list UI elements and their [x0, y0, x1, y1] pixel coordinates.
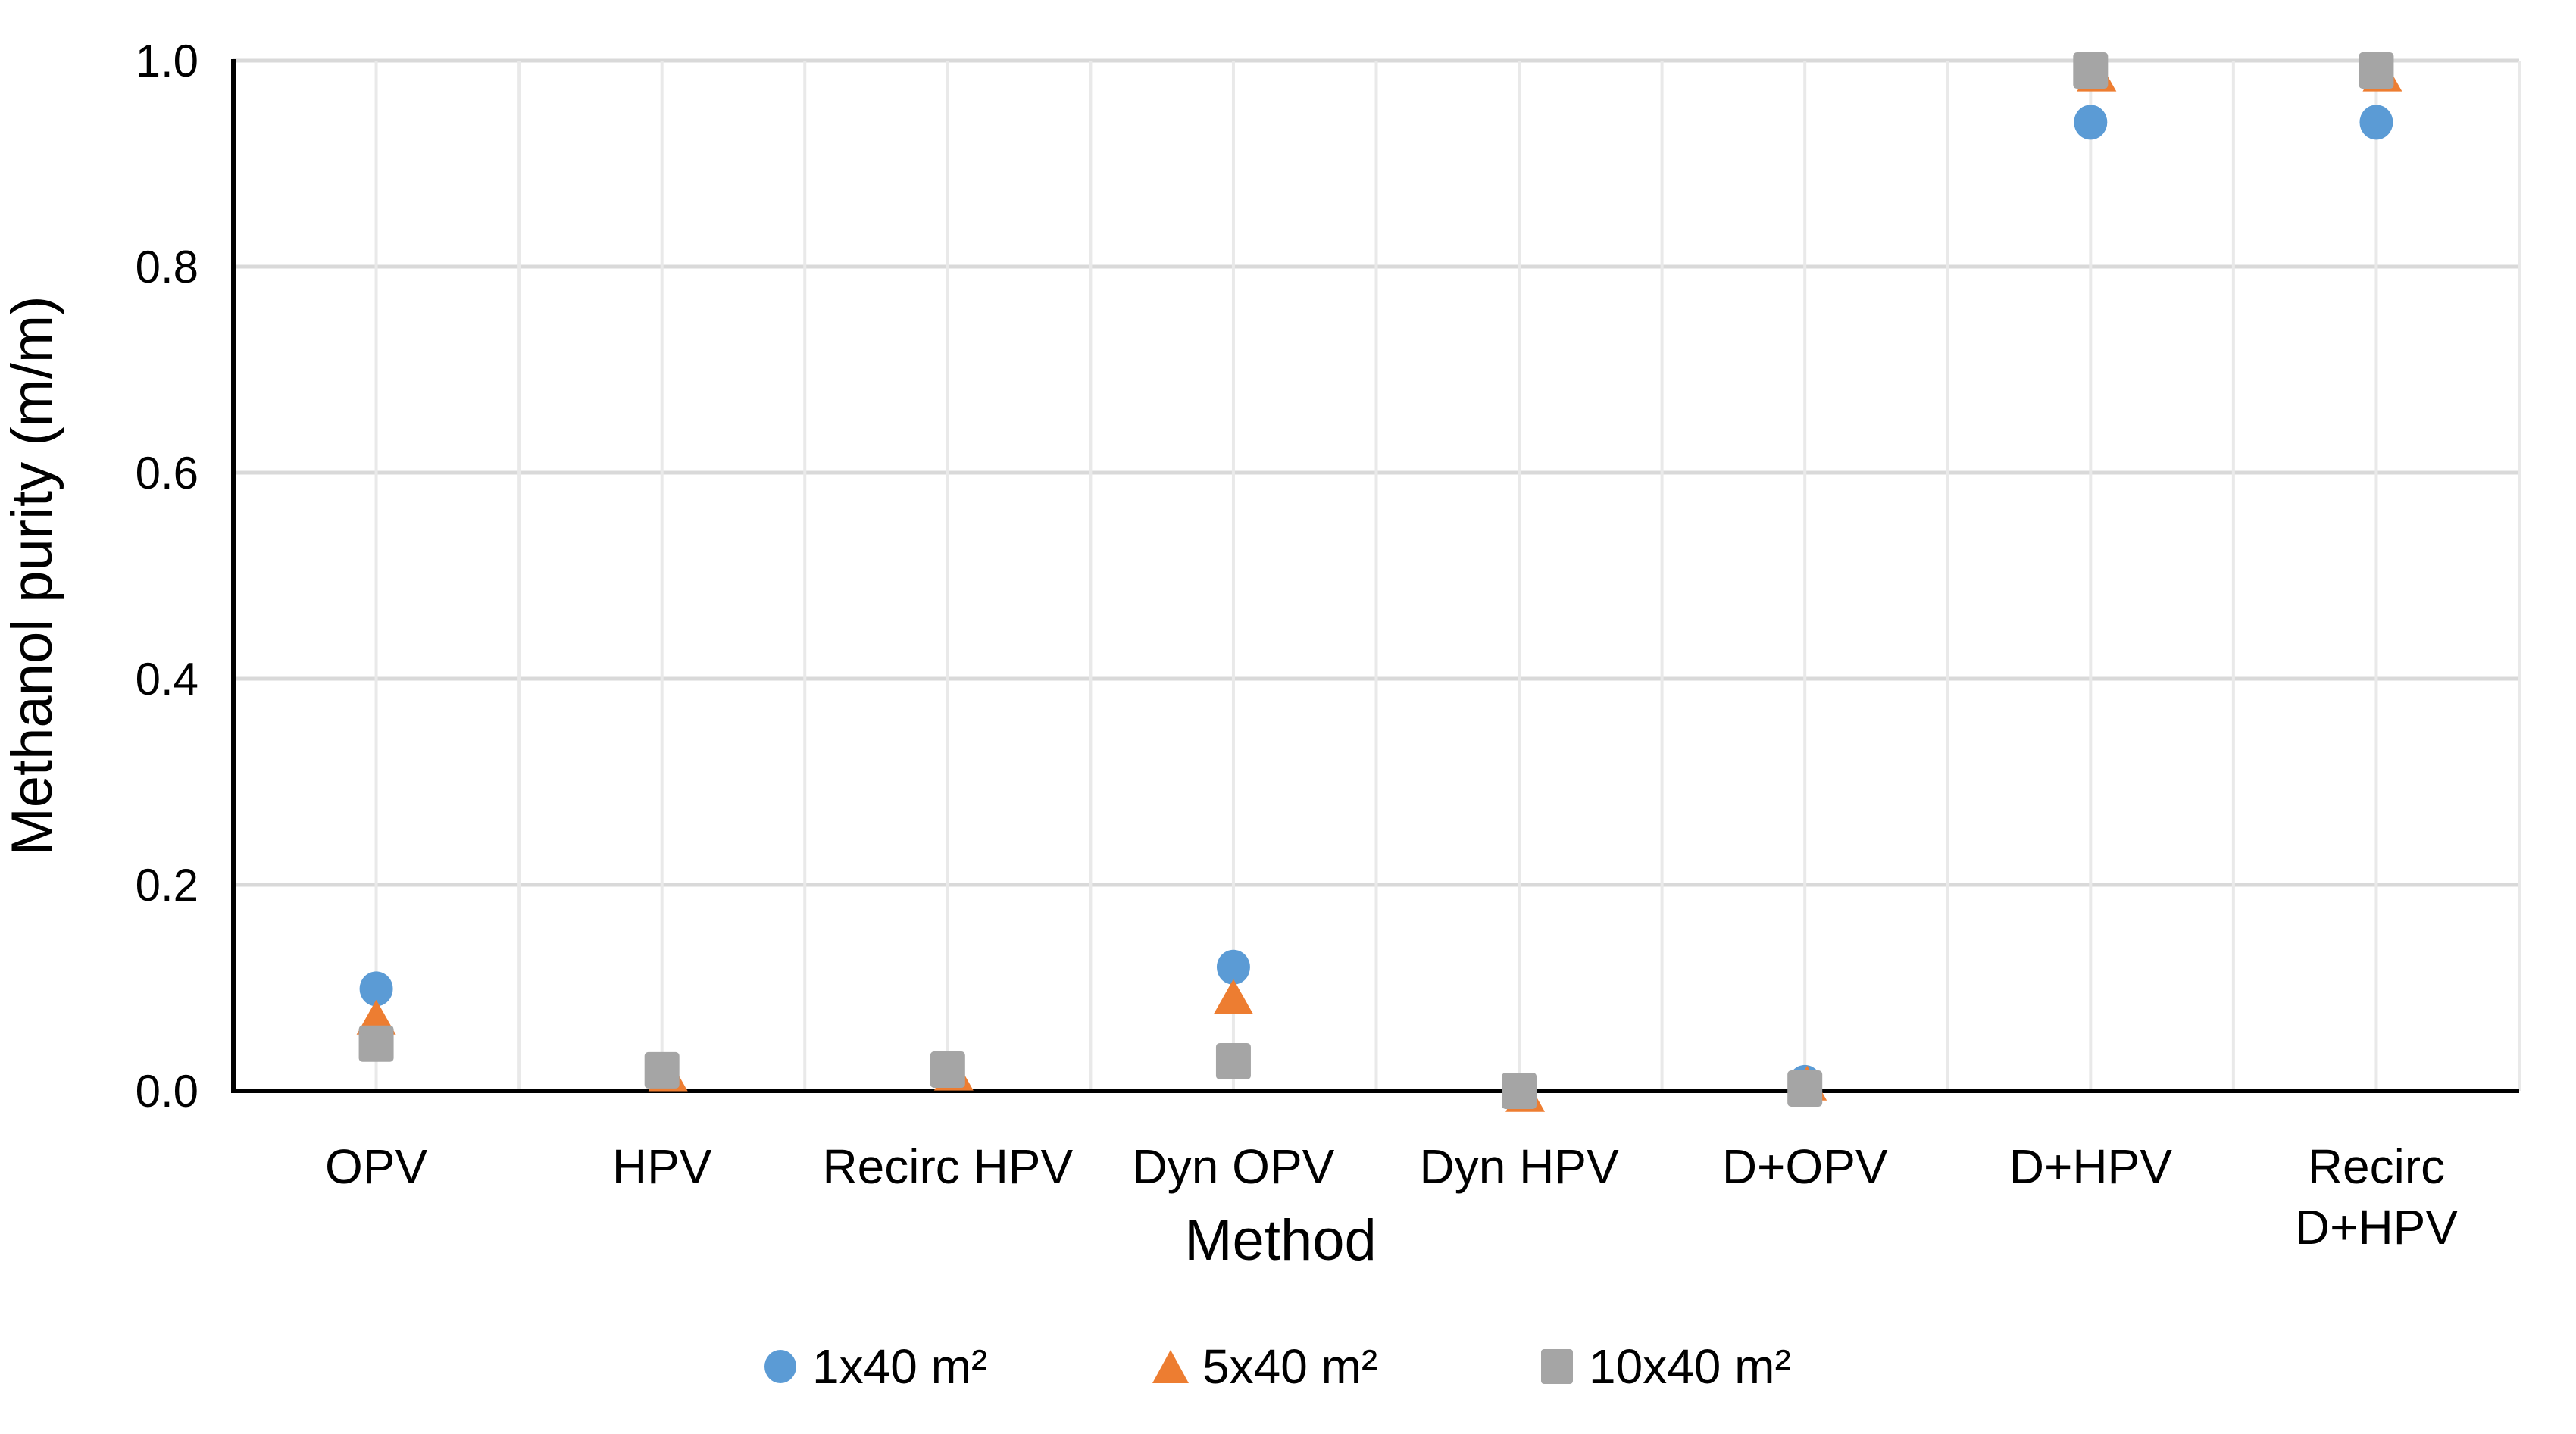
y-tick-label-0.2: 0.2 — [136, 860, 199, 911]
marker-1x40-m-recirc-d-hpv — [2359, 105, 2393, 140]
marker-10x40-m-recirc-hpv — [930, 1051, 965, 1088]
data-markers — [356, 52, 2402, 1112]
y-tick-label-0.8: 0.8 — [136, 242, 199, 292]
marker-1x40-m-d-hpv — [2074, 105, 2108, 140]
x-category-label-opv: OPV — [325, 1139, 427, 1194]
marker-10x40-m-hpv — [644, 1051, 680, 1089]
legend-marker-5x40-m — [1152, 1350, 1189, 1383]
x-category-label-d-hpv: D+HPV — [2009, 1139, 2173, 1194]
y-tick-label-1.0: 1.0 — [136, 36, 199, 86]
marker-10x40-m-d-hpv — [2073, 52, 2109, 89]
legend: 1x40 m² 5x40 m² 10x40 m² — [764, 1339, 1791, 1394]
marker-10x40-m-opv — [358, 1025, 394, 1062]
legend-marker-10x40-m — [1541, 1349, 1573, 1384]
legend-item-5x40-m: 5x40 m² — [1152, 1339, 1377, 1394]
gridlines — [233, 58, 2521, 1091]
legend-label-10x40-m: 10x40 m² — [1589, 1339, 1791, 1394]
marker-10x40-m-dyn-opv — [1215, 1042, 1251, 1079]
marker-1x40-m-opv — [359, 971, 393, 1007]
x-axis-category-labels: OPV HPV Recirc HPV Dyn OPV Dyn HPV D+OPV D+HPV… — [325, 1139, 2458, 1254]
marker-1x40-m-dyn-opv — [1216, 949, 1250, 985]
marker-10x40-m-recirc-d-hpv — [2359, 52, 2394, 89]
axes — [231, 59, 2519, 1093]
legend-item-10x40-m: 10x40 m² — [1541, 1339, 1791, 1394]
legend-label-1x40-m: 1x40 m² — [812, 1339, 987, 1394]
x-axis-title: Method — [1184, 1208, 1377, 1273]
y-axis-tick-labels: 1.0 0.8 0.6 0.4 0.2 0.0 — [136, 36, 199, 1117]
marker-5x40-m-dyn-opv — [1213, 979, 1253, 1014]
legend-marker-1x40-m — [764, 1350, 796, 1383]
x-category-label-d-opv: D+OPV — [1722, 1139, 1888, 1194]
x-category-label-recirc-d-hpv: Recirc D+HPV — [2295, 1139, 2459, 1254]
y-tick-label-0.6: 0.6 — [136, 448, 199, 498]
y-axis-title: Methanol purity (m/m) — [0, 295, 64, 855]
marker-10x40-m-d-opv — [1787, 1070, 1823, 1108]
x-category-label-dyn-opv: Dyn OPV — [1133, 1139, 1335, 1194]
legend-item-1x40-m: 1x40 m² — [764, 1339, 987, 1394]
x-category-label-dyn-hpv: Dyn HPV — [1419, 1139, 1619, 1194]
x-category-label-recirc-hpv: Recirc HPV — [822, 1139, 1073, 1194]
legend-label-5x40-m: 5x40 m² — [1202, 1339, 1377, 1394]
y-tick-label-0.0: 0.0 — [136, 1066, 199, 1117]
x-category-label-hpv: HPV — [612, 1139, 712, 1194]
y-tick-label-0.4: 0.4 — [136, 654, 199, 705]
marker-10x40-m-dyn-hpv — [1502, 1073, 1537, 1109]
